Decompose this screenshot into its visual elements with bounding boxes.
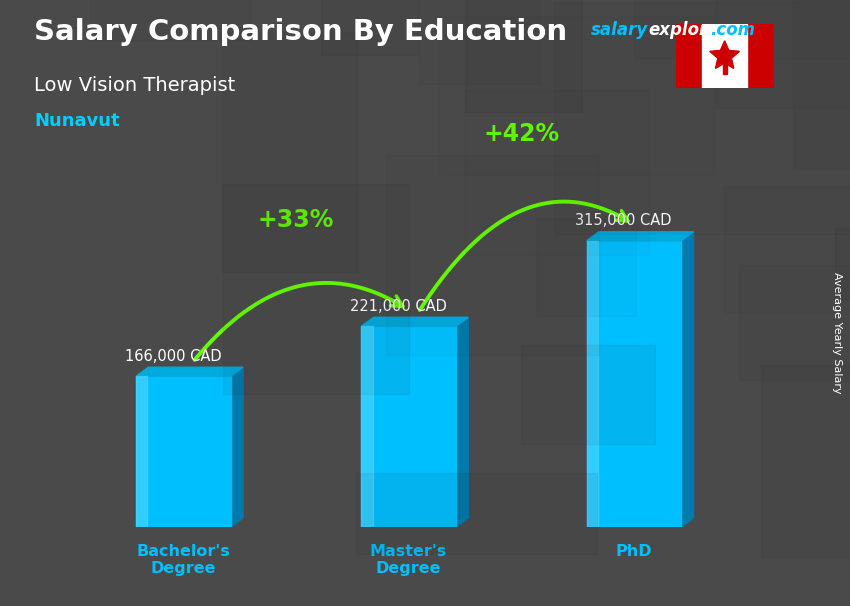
Polygon shape — [230, 367, 243, 527]
Bar — [585, 259, 850, 425]
Polygon shape — [361, 318, 468, 326]
Text: 166,000 CAD: 166,000 CAD — [125, 348, 222, 364]
Bar — [702, 24, 747, 88]
Bar — [747, 24, 774, 88]
Bar — [626, 281, 850, 365]
Bar — [564, 469, 786, 605]
Bar — [722, 59, 727, 73]
Bar — [586, 241, 598, 527]
Bar — [676, 24, 702, 88]
Text: 315,000 CAD: 315,000 CAD — [575, 213, 672, 228]
Bar — [848, 158, 850, 338]
Bar — [688, 0, 850, 3]
Bar — [795, 282, 850, 407]
Polygon shape — [681, 231, 694, 527]
Bar — [676, 283, 850, 446]
Bar — [136, 376, 230, 527]
Polygon shape — [710, 41, 740, 68]
Bar — [136, 376, 147, 527]
Bar — [382, 317, 597, 426]
Bar — [604, 299, 706, 418]
Polygon shape — [456, 318, 468, 527]
Bar — [776, 0, 850, 7]
Text: Nunavut: Nunavut — [34, 112, 120, 130]
Text: Low Vision Therapist: Low Vision Therapist — [34, 76, 235, 95]
Bar — [361, 326, 372, 527]
Polygon shape — [136, 367, 243, 376]
Text: +33%: +33% — [258, 208, 334, 231]
Text: .com: .com — [710, 21, 755, 39]
Bar — [66, 130, 294, 250]
Text: explorer: explorer — [649, 21, 728, 39]
Text: Average Yearly Salary: Average Yearly Salary — [832, 273, 842, 394]
Bar — [586, 241, 681, 527]
Bar — [401, 291, 614, 356]
Polygon shape — [586, 231, 694, 241]
Bar — [367, 104, 688, 323]
Text: salary: salary — [591, 21, 648, 39]
Text: 221,000 CAD: 221,000 CAD — [350, 299, 447, 314]
Bar — [65, 90, 298, 273]
Text: Salary Comparison By Education: Salary Comparison By Education — [34, 18, 567, 46]
Bar — [684, 33, 850, 178]
Bar — [155, 198, 451, 354]
Bar — [523, 10, 705, 247]
Bar — [700, 291, 850, 521]
Bar — [414, 0, 708, 152]
Text: +42%: +42% — [483, 122, 559, 146]
Bar — [361, 326, 456, 527]
Bar — [335, 118, 654, 324]
